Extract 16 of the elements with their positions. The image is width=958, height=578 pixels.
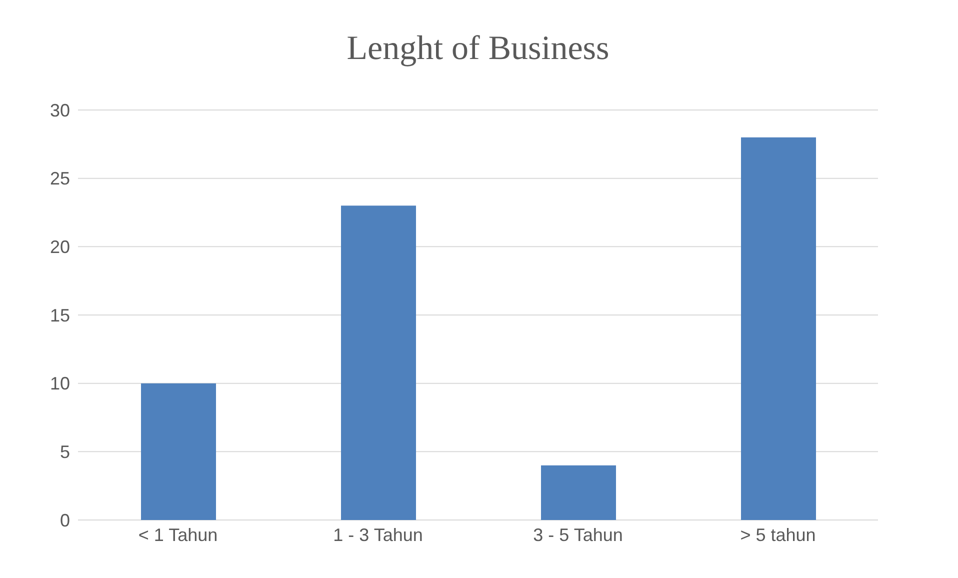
bar bbox=[341, 206, 416, 520]
y-tick-label: 20 bbox=[50, 237, 70, 258]
bar bbox=[141, 383, 216, 520]
bar bbox=[541, 465, 616, 520]
y-tick-label: 10 bbox=[50, 374, 70, 394]
x-tick-label: 3 - 5 Tahun bbox=[533, 524, 623, 545]
y-tick-label: 15 bbox=[50, 305, 70, 326]
y-tick-label: 0 bbox=[60, 510, 70, 530]
y-tick-label: 25 bbox=[50, 168, 70, 189]
y-tick-label: 5 bbox=[60, 442, 70, 462]
bar bbox=[741, 137, 816, 520]
x-tick-label: < 1 Tahun bbox=[138, 524, 218, 545]
x-tick-label: 1 - 3 Tahun bbox=[333, 524, 423, 545]
x-tick-label: > 5 tahun bbox=[740, 524, 816, 545]
chart-title: Lenght of Business bbox=[346, 29, 610, 69]
y-tick-label: 30 bbox=[50, 100, 70, 120]
